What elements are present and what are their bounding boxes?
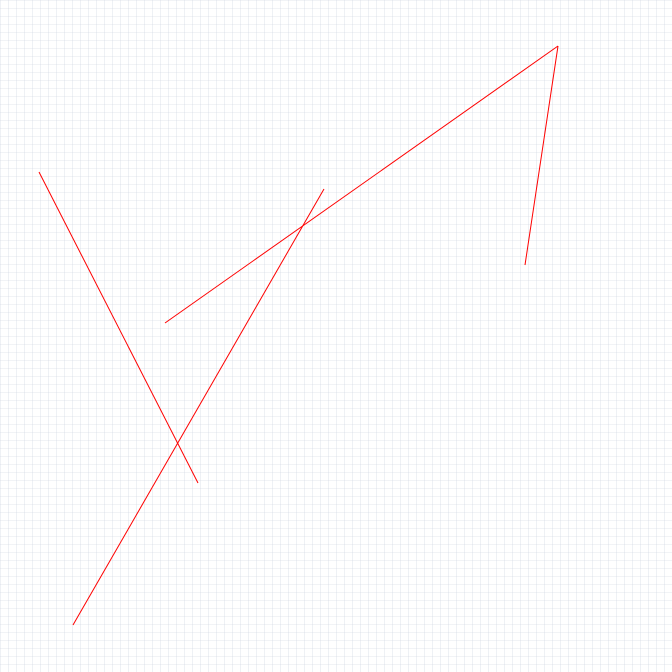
line-segment-1 <box>38 171 199 484</box>
line-segment-4 <box>524 45 559 266</box>
line-segment-3 <box>164 45 559 324</box>
red-lines <box>38 45 559 626</box>
line-segment-2 <box>72 188 325 626</box>
